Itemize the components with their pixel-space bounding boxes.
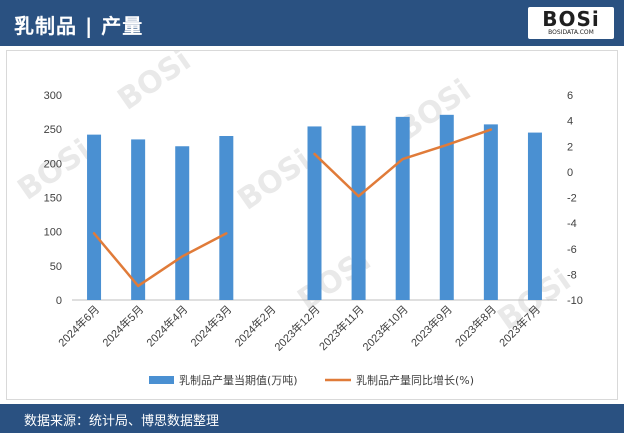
chart-area: BOSiBOSiBOSiBOSiBOSiBOSi 050100150200250… [6, 50, 618, 400]
y2-tick-label: 2 [567, 141, 573, 153]
x-tick-label: 2024年3月 [187, 302, 234, 349]
x-tick-label: 2023年11月 [316, 302, 367, 353]
legend-bar-label: 乳制品产量当期值(万吨) [179, 373, 298, 387]
watermark-logo: BOSi [112, 51, 198, 118]
bar [439, 114, 454, 300]
y2-tick-label: -2 [567, 193, 577, 205]
growth-line-segment [313, 128, 493, 198]
page-title: 乳制品 | 产量 [14, 14, 144, 38]
y-tick-label: 100 [44, 227, 62, 239]
legend: 乳制品产量当期值(万吨) 乳制品产量同比增长(%) [149, 373, 474, 387]
bosi-logo: BOSi BOSIDATA.COM [528, 7, 614, 39]
y-tick-label: 50 [50, 261, 62, 273]
y-tick-label: 300 [44, 90, 62, 102]
bar [527, 132, 542, 300]
x-tick-label: 2024年5月 [99, 302, 146, 349]
y-tick-label: 200 [44, 158, 62, 170]
bar [395, 116, 410, 300]
watermark-logo: BOSi [232, 143, 318, 218]
bar [175, 146, 190, 300]
y2-tick-label: -10 [567, 295, 583, 307]
bar [87, 134, 102, 300]
legend-bar-swatch [149, 376, 174, 384]
footer-bar: 数据来源：统计局、博思数据整理 [0, 404, 624, 433]
growth-line [92, 128, 493, 288]
x-tick-label: 2023年12月 [271, 302, 322, 353]
bar [307, 126, 322, 300]
bar [219, 136, 234, 300]
x-tick-label: 2024年6月 [55, 302, 102, 349]
x-tick-label: 2023年8月 [452, 302, 499, 349]
y-tick-label: 250 [44, 124, 62, 136]
data-source: 数据来源：统计局、博思数据整理 [24, 414, 220, 429]
y2-tick-label: 4 [567, 116, 573, 128]
logo-mark: BOSi [542, 7, 600, 31]
growth-line-segment [92, 232, 228, 288]
y2-tick-label: -6 [567, 244, 577, 256]
bar [351, 125, 366, 300]
y2-tick-label: -4 [567, 218, 577, 230]
legend-line-label: 乳制品产量同比增长(%) [356, 373, 474, 387]
y-tick-label: 150 [44, 193, 62, 205]
header-bar: 乳制品 | 产量 BOSi BOSIDATA.COM [0, 0, 624, 46]
logo-sub: BOSIDATA.COM [548, 29, 594, 36]
y2-tick-label: 6 [567, 90, 573, 102]
x-tick-label: 2023年10月 [359, 302, 410, 353]
x-tick-label: 2024年4月 [143, 302, 190, 349]
x-tick-label: 2024年2月 [231, 302, 278, 349]
y2-tick-label: -8 [567, 269, 577, 281]
bar [131, 139, 146, 300]
y-tick-label: 0 [56, 295, 62, 307]
chart-svg: BOSiBOSiBOSiBOSiBOSiBOSi 050100150200250… [12, 51, 583, 387]
x-tick-label: 2023年9月 [408, 302, 455, 349]
y2-tick-label: 0 [567, 167, 573, 179]
bars [87, 114, 542, 300]
bar [483, 124, 498, 300]
